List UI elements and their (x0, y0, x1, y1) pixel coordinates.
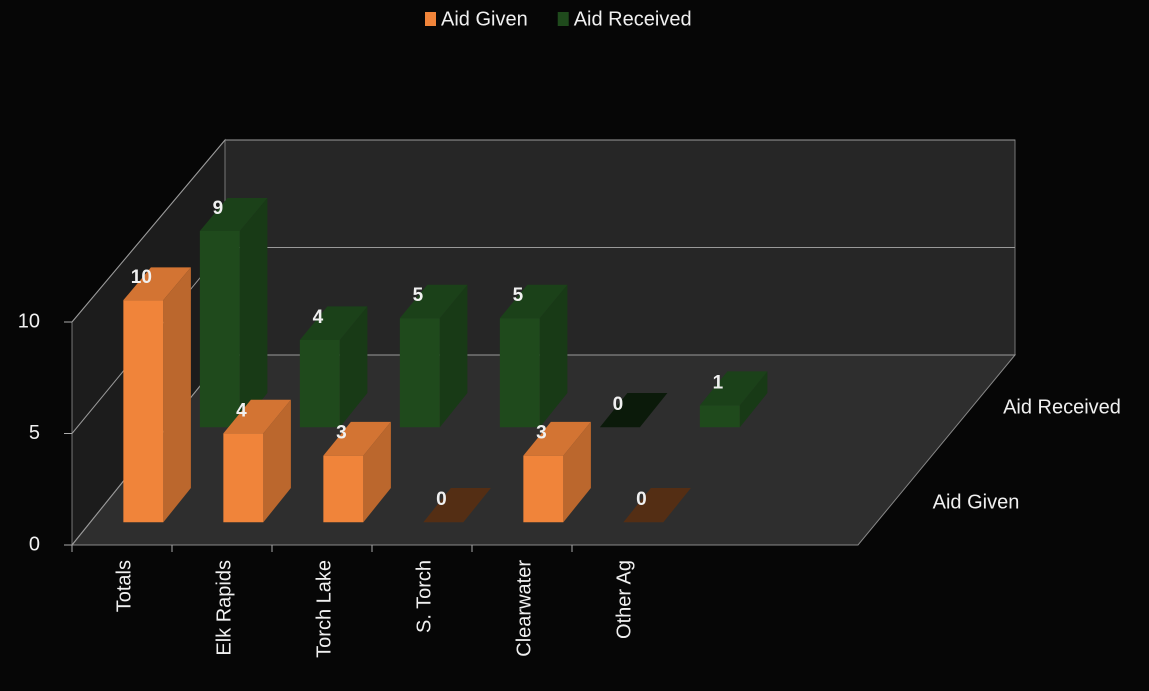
bar (523, 421, 591, 523)
x-tick-label: Clearwater (513, 560, 535, 657)
bar-top (399, 284, 468, 319)
bar-side (163, 267, 191, 523)
bar (599, 393, 668, 428)
y-tick-label: 10 (18, 310, 40, 332)
bar (423, 488, 491, 523)
bar-top (423, 488, 491, 523)
bar-front (399, 318, 440, 428)
bar (623, 488, 691, 523)
bar-top (323, 421, 391, 456)
bar-top (199, 198, 268, 231)
bar-top (699, 371, 768, 406)
x-tick-label: S. Torch (413, 560, 435, 633)
legend-swatch (425, 12, 436, 26)
bar (299, 306, 368, 428)
bar-top (623, 488, 691, 523)
bar (199, 198, 268, 428)
bar (123, 267, 191, 523)
bar (399, 284, 468, 428)
value-label: 4 (313, 307, 324, 328)
bar-front (199, 230, 240, 428)
bar-side (439, 284, 468, 428)
x-tick-label: Elk Rapids (213, 560, 235, 656)
value-label: 3 (336, 423, 347, 444)
value-label: 0 (613, 394, 624, 415)
bar-side (563, 421, 591, 523)
bar-side (263, 399, 291, 523)
bar-side (239, 198, 268, 428)
value-label: 9 (213, 198, 224, 219)
bar-front (123, 300, 164, 523)
bar-front (699, 405, 740, 428)
bar (323, 421, 391, 523)
bar-front (523, 455, 564, 523)
value-label: 5 (513, 285, 524, 306)
bar-top (523, 421, 591, 456)
bar-front (323, 455, 364, 523)
value-label: 4 (236, 400, 247, 421)
grid-line (71, 139, 1015, 323)
bar-front (499, 318, 540, 428)
bar-front (299, 339, 340, 428)
bar-side (363, 421, 391, 523)
value-label: 1 (713, 372, 724, 393)
bar-side (739, 371, 768, 428)
bar-top (123, 267, 191, 301)
legend-label: Aid Given (441, 8, 528, 30)
y-tick-label: 0 (29, 533, 40, 555)
value-label: 0 (436, 489, 447, 510)
bar-side (339, 306, 368, 428)
value-label: 0 (636, 489, 647, 510)
x-tick-label: Other Ag (613, 560, 635, 639)
bar (699, 371, 768, 428)
depth-label: Aid Given (933, 491, 1020, 513)
value-label: 5 (413, 285, 424, 306)
depth-label: Aid Received (1003, 396, 1121, 418)
bar-side (539, 284, 568, 428)
x-tick-label: Totals (113, 560, 135, 612)
bar (223, 399, 291, 523)
legend-swatch (557, 12, 569, 26)
x-tick-label: Torch Lake (313, 560, 335, 658)
bar-top (599, 393, 668, 428)
bar-top (299, 306, 368, 340)
bar-top (499, 284, 568, 319)
bar-top (223, 399, 291, 434)
bar (499, 284, 568, 428)
bar-front (223, 433, 264, 523)
value-label: 3 (536, 423, 547, 444)
y-tick-label: 5 (29, 422, 40, 444)
legend-label: Aid Received (574, 8, 692, 30)
value-label: 10 (131, 267, 152, 288)
